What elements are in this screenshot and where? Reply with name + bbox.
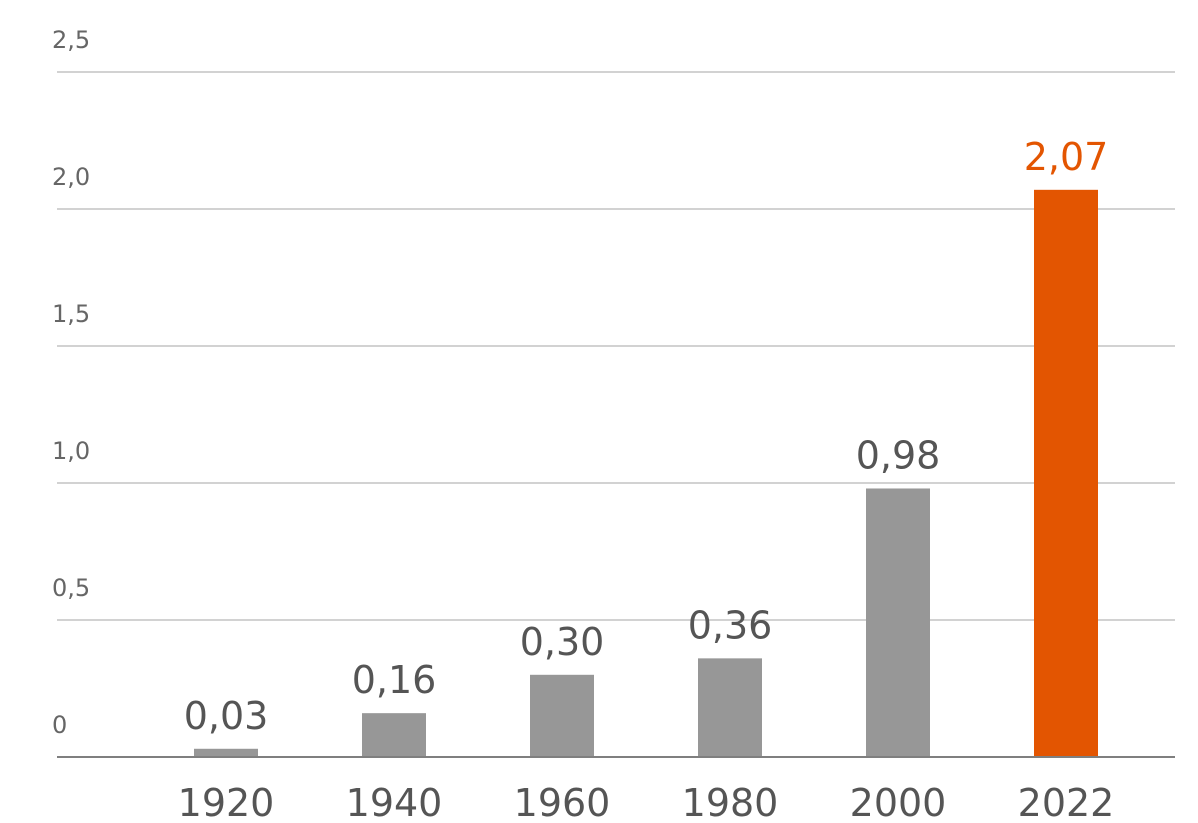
y-tick-label: 1,0 — [52, 437, 90, 465]
data-label-2022: 2,07 — [1024, 135, 1109, 179]
y-axis-tick-labels: 0 0,5 1,0 1,5 2,0 2,5 — [52, 26, 90, 739]
x-tick-label-1980: 1980 — [682, 781, 779, 823]
bar-1920 — [194, 748, 258, 757]
bar-2022 — [1034, 189, 1098, 757]
y-tick-label: 0,5 — [52, 574, 90, 602]
bar-1980 — [698, 658, 762, 757]
data-labels: 0,03 0,16 0,30 0,36 0,98 2,07 — [184, 135, 1109, 738]
data-label-1920: 0,03 — [184, 694, 269, 738]
data-label-1980: 0,36 — [688, 603, 773, 647]
bar-2000 — [866, 488, 930, 757]
bars — [194, 189, 1098, 757]
y-tick-label: 2,5 — [52, 26, 90, 54]
x-tick-label-1940: 1940 — [346, 781, 443, 823]
x-tick-label-1920: 1920 — [178, 781, 275, 823]
y-tick-label: 0 — [52, 711, 67, 739]
x-tick-label-2022: 2022 — [1018, 781, 1115, 823]
data-label-1960: 0,30 — [520, 620, 605, 664]
x-tick-label-1960: 1960 — [514, 781, 611, 823]
gridlines — [57, 71, 1175, 621]
data-label-2000: 0,98 — [856, 433, 941, 477]
x-tick-label-2000: 2000 — [850, 781, 947, 823]
bar-1960 — [530, 674, 594, 757]
y-tick-label: 1,5 — [52, 300, 90, 328]
x-axis-tick-labels: 1920 1940 1960 1980 2000 2022 — [178, 781, 1115, 823]
data-label-1940: 0,16 — [352, 658, 437, 702]
y-tick-label: 2,0 — [52, 163, 90, 191]
bar-1940 — [362, 713, 426, 757]
